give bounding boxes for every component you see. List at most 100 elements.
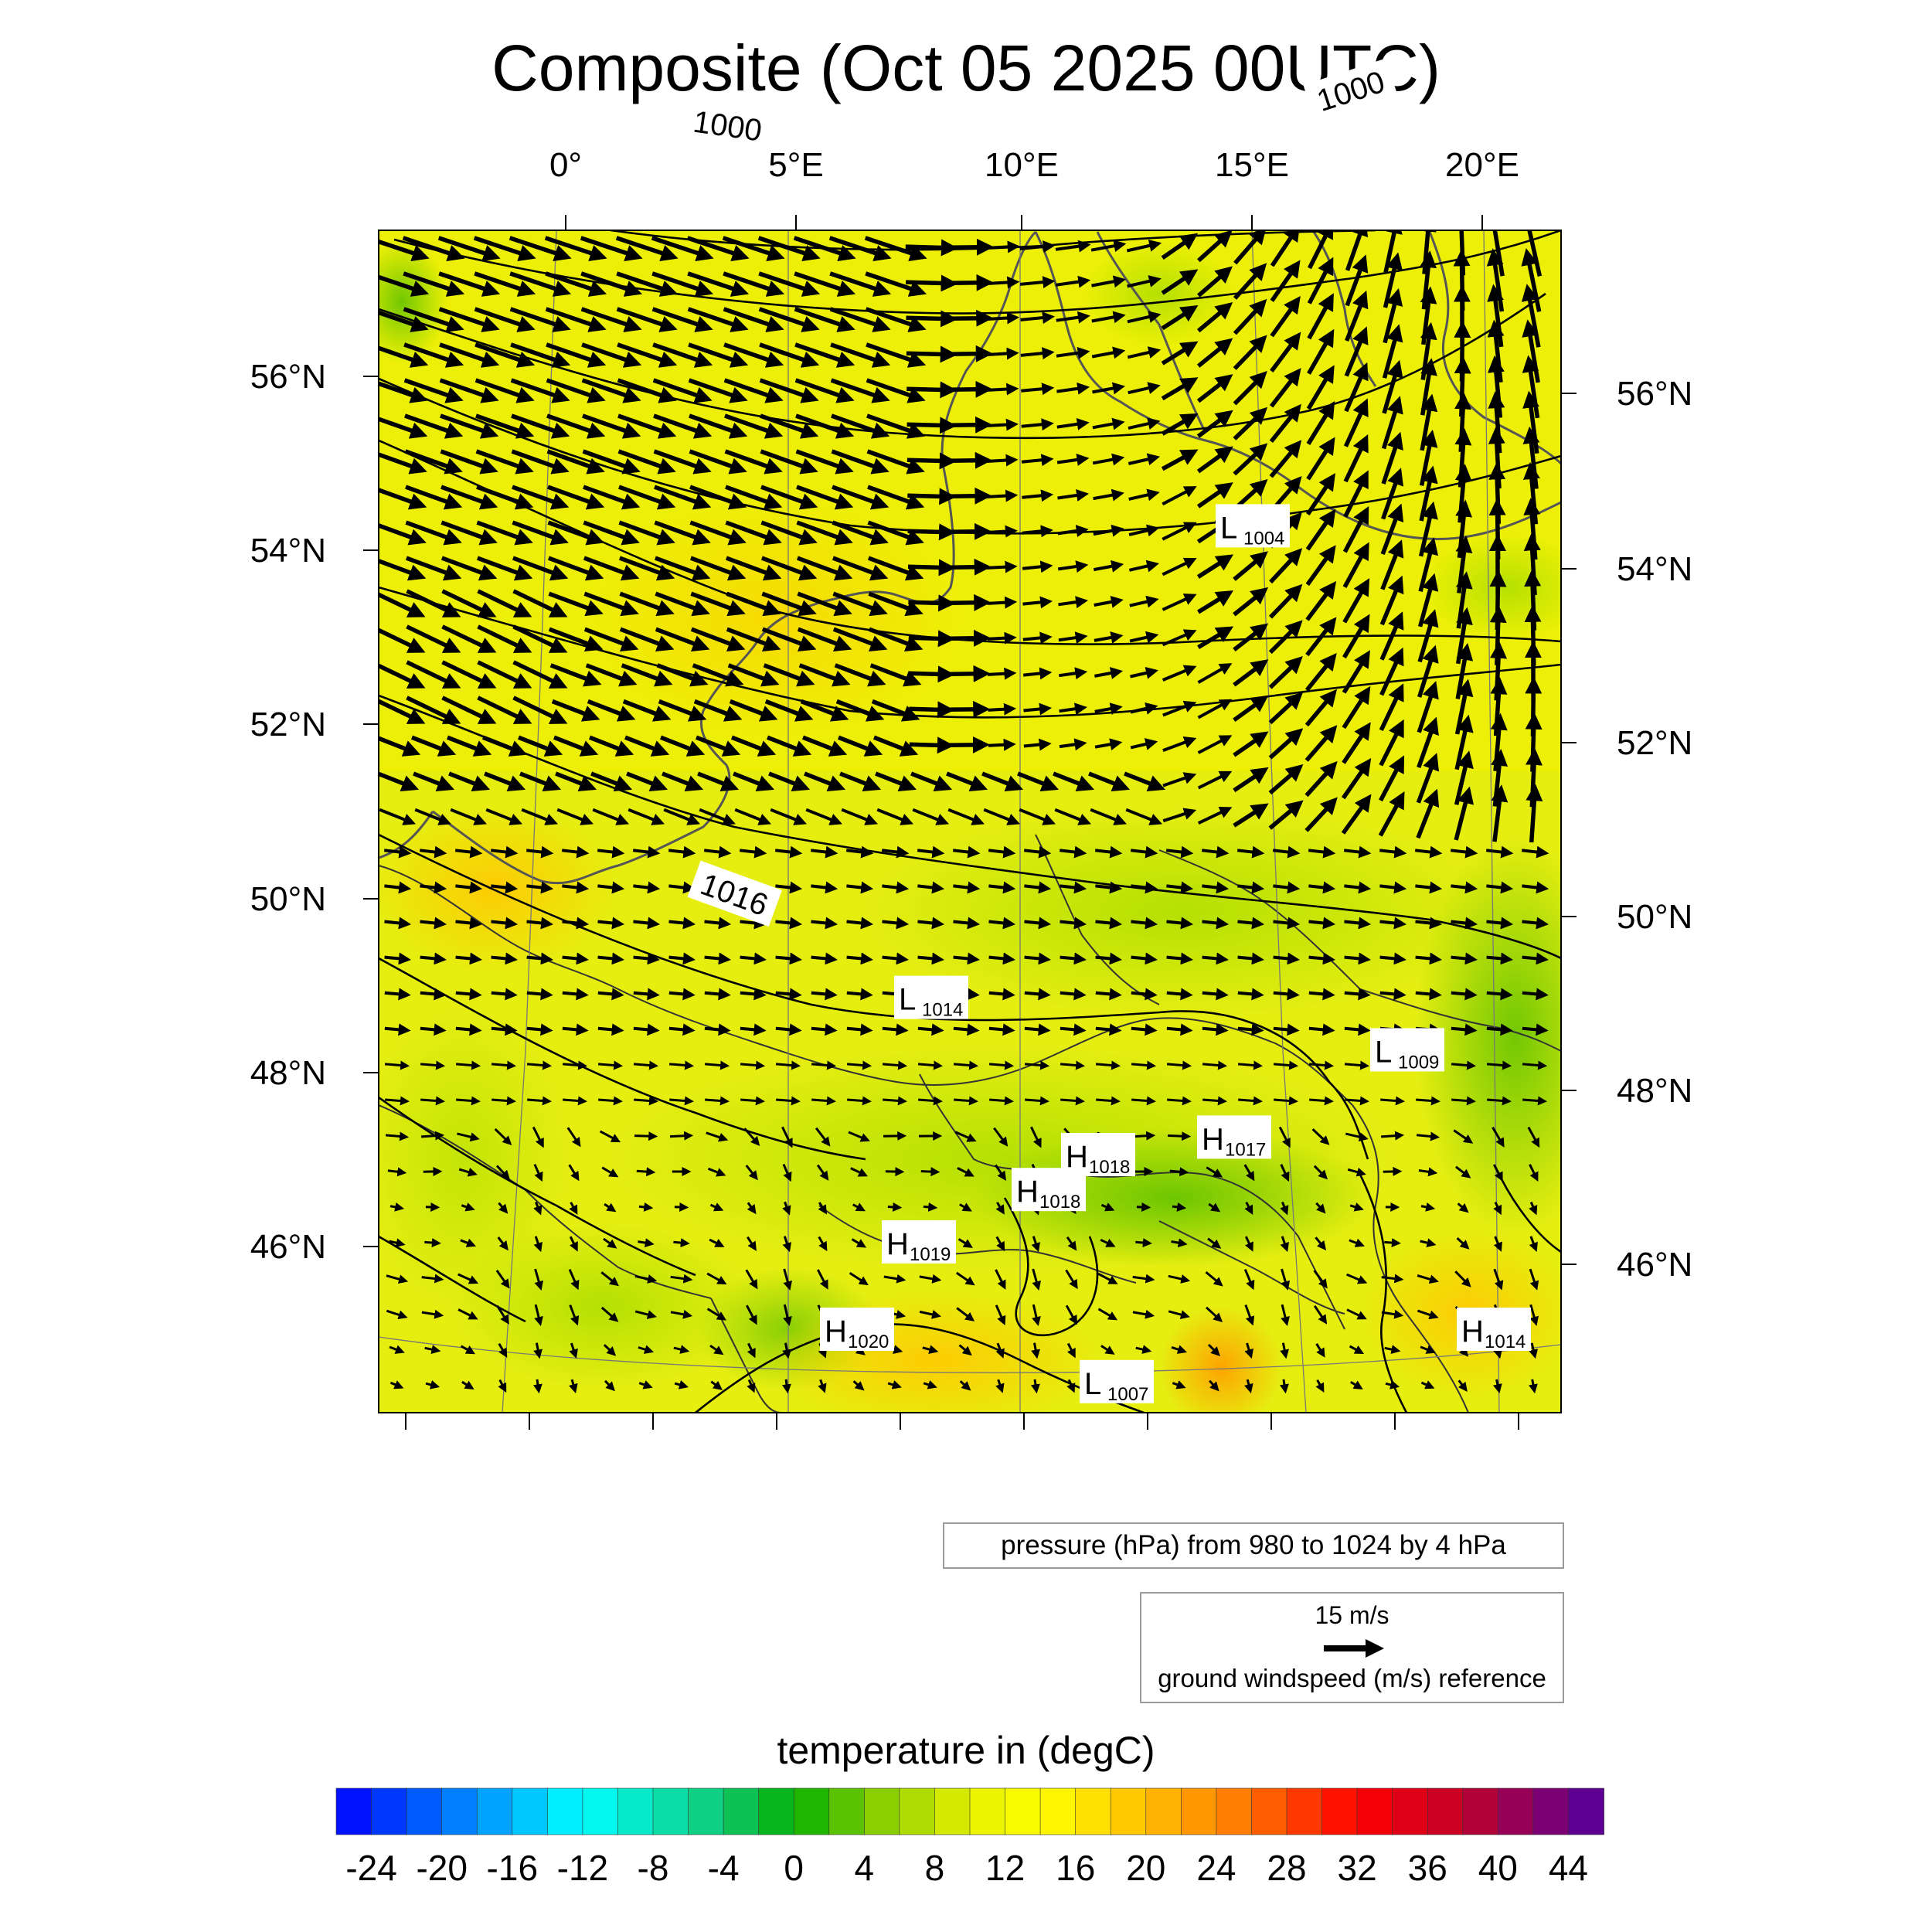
wind-vector — [1307, 293, 1334, 340]
wind-vector — [547, 556, 604, 581]
wind-vector — [461, 1380, 474, 1390]
wind-vector — [1522, 881, 1549, 894]
wind-vector — [1131, 881, 1158, 894]
wind-vector — [604, 1202, 617, 1213]
wind-vector — [1379, 719, 1404, 767]
wind-vector — [1493, 1268, 1504, 1291]
wind-vector — [1197, 230, 1233, 263]
wind-vector — [568, 1269, 580, 1291]
wind-vector — [783, 1304, 792, 1326]
wind-vector — [458, 1167, 478, 1177]
wind-vector — [1197, 699, 1233, 719]
colorbar-tick-label: 24 — [1196, 1848, 1236, 1888]
wind-vector — [794, 378, 855, 403]
wind-vector — [1304, 689, 1338, 727]
wind-vector — [1381, 1309, 1404, 1319]
wind-vector — [1172, 1380, 1186, 1389]
wind-vector — [1415, 988, 1442, 1001]
wind-vector — [775, 988, 802, 1001]
wind-vector — [1161, 305, 1199, 331]
wind-vector — [758, 271, 821, 297]
colorbar-cell — [652, 1787, 689, 1835]
wind-vector — [619, 591, 675, 617]
wind-vector — [881, 845, 910, 859]
wind-vector — [491, 1023, 518, 1036]
wind-vector — [583, 520, 640, 546]
wind-vector — [849, 1271, 869, 1286]
wind-vector — [668, 917, 696, 930]
pressure-legend: pressure (hPa) from 980 to 1024 by 4 hPa — [943, 1522, 1564, 1569]
colorbar-cell — [1532, 1787, 1570, 1835]
wind-vector — [406, 696, 461, 724]
wind-vector — [549, 663, 602, 687]
wind-vector — [414, 808, 452, 825]
wind-vector — [440, 485, 498, 510]
wind-vector — [1269, 548, 1303, 584]
wind-vector — [1056, 346, 1090, 359]
colorbar-cell — [758, 1787, 795, 1835]
wind-vector — [1197, 266, 1233, 298]
bottom-lon-label: 12°E — [1111, 1465, 1185, 1468]
wind-vector — [1451, 952, 1478, 965]
wind-vector — [674, 1380, 689, 1389]
wind-vector — [1030, 1379, 1040, 1394]
wind-vector — [1161, 449, 1199, 471]
wind-vector — [1196, 374, 1233, 403]
wind-vector — [1342, 614, 1370, 659]
wind-vector — [420, 1096, 445, 1106]
wind-vector — [1090, 808, 1128, 825]
wind-vector — [1280, 1342, 1290, 1359]
wind-vector — [563, 1096, 587, 1106]
wind-vector — [882, 1023, 909, 1036]
wind-vector — [421, 1274, 444, 1284]
wind-vector — [1349, 1345, 1365, 1354]
wind-vector — [1270, 260, 1301, 302]
wind-vector — [867, 485, 925, 510]
wind-vector — [1268, 728, 1304, 760]
wind-vector — [619, 627, 675, 652]
wind-vector — [425, 1380, 440, 1389]
wind-vector — [581, 378, 641, 403]
wind-vector — [633, 988, 660, 1001]
wind-vector — [1233, 298, 1267, 335]
wind-vector — [1268, 692, 1304, 725]
wind-vector — [1100, 1202, 1115, 1212]
wind-vector — [704, 988, 731, 1001]
wind-vector — [1486, 952, 1513, 965]
wind-vector — [985, 347, 1019, 360]
wind-vector — [875, 771, 917, 792]
wind-vector — [1380, 1131, 1405, 1141]
wind-vector — [689, 520, 747, 546]
wind-vector — [1268, 800, 1304, 830]
colorbar-cell — [1356, 1787, 1393, 1835]
colorbar-title: temperature in (degC) — [777, 1729, 1155, 1772]
wind-vector — [384, 1060, 410, 1070]
wind-vector — [1066, 1236, 1077, 1251]
wind-vector — [1308, 230, 1333, 270]
wind-vector — [832, 520, 889, 546]
wind-vector — [851, 1238, 867, 1248]
wind-vector — [1054, 808, 1092, 825]
wind-vector — [944, 629, 991, 647]
wind-vector — [722, 236, 785, 262]
wind-vector — [450, 808, 488, 825]
wind-vector — [832, 591, 888, 617]
wind-vector — [1315, 1343, 1325, 1358]
wind-vector — [476, 556, 533, 581]
wind-vector — [846, 917, 874, 930]
wind-vector — [405, 485, 463, 510]
wind-vector — [740, 1023, 767, 1036]
wind-vector — [1020, 347, 1055, 360]
wind-vector — [725, 485, 783, 510]
wind-vector — [1344, 1023, 1371, 1036]
wind-vector — [562, 1060, 588, 1070]
wind-vector — [1056, 417, 1090, 430]
wind-vector — [703, 845, 732, 859]
wind-vector — [1269, 583, 1303, 619]
wind-vector — [509, 236, 572, 262]
wind-vector — [794, 307, 855, 332]
wind-vector — [1521, 248, 1542, 312]
bottom-lon-label: 4°E — [625, 1465, 680, 1468]
wind-vector — [686, 236, 750, 262]
wind-vector — [597, 845, 625, 859]
